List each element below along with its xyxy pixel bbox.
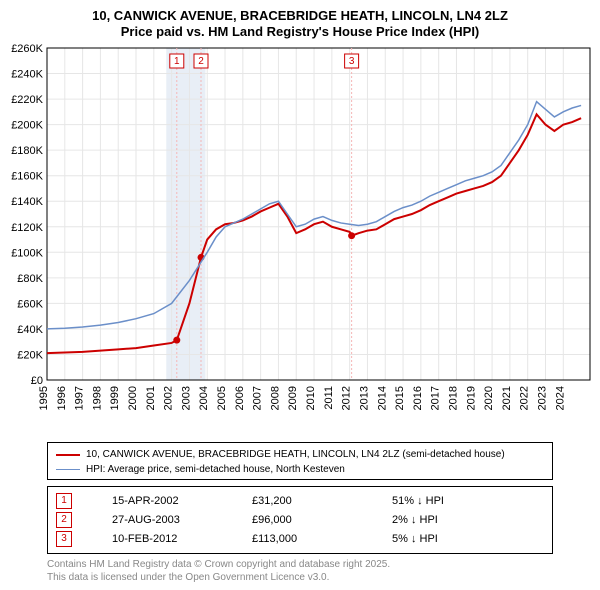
x-tick-label: 2009 — [287, 386, 299, 410]
marker-row-pct: 51% ↓ HPI — [392, 495, 532, 507]
y-tick-label: £220K — [11, 94, 43, 106]
y-tick-label: £60K — [17, 298, 43, 310]
y-tick-label: £260K — [11, 43, 43, 55]
y-tick-label: £160K — [11, 171, 43, 183]
y-tick-label: £120K — [11, 222, 43, 234]
legend-label: HPI: Average price, semi-detached house,… — [86, 464, 345, 475]
y-tick-label: £200K — [11, 120, 43, 132]
x-tick-label: 2020 — [483, 386, 495, 410]
x-tick-label: 2011 — [323, 386, 335, 410]
marker-row-number: 3 — [56, 531, 72, 547]
marker-row-number: 1 — [56, 493, 72, 509]
x-tick-label: 2001 — [145, 386, 157, 410]
marker-row-date: 15-APR-2002 — [112, 495, 252, 507]
marker-row-price: £113,000 — [252, 533, 392, 545]
y-tick-label: £20K — [17, 349, 43, 361]
marker-row-date: 10-FEB-2012 — [112, 533, 252, 545]
x-tick-label: 1996 — [56, 386, 68, 410]
y-tick-label: £180K — [11, 145, 43, 157]
x-tick-label: 2014 — [376, 386, 388, 410]
legend-label: 10, CANWICK AVENUE, BRACEBRIDGE HEATH, L… — [86, 449, 505, 460]
x-tick-label: 2004 — [198, 386, 210, 410]
footer-line1: Contains HM Land Registry data © Crown c… — [47, 558, 390, 571]
price-chart: £0 £20K £40K £60K £80K £100K £120K £140K £160K £1… — [0, 40, 600, 430]
x-tick-label: 2002 — [163, 386, 175, 410]
sale-marker-number: 3 — [349, 56, 355, 67]
chart-title-line1: 10, CANWICK AVENUE, BRACEBRIDGE HEATH, L… — [0, 8, 600, 23]
x-tick-label: 2024 — [554, 386, 566, 410]
x-tick-label: 2017 — [430, 386, 442, 410]
y-tick-label: £80K — [17, 273, 43, 285]
x-tick-label: 2007 — [252, 386, 264, 410]
x-tick-label: 2008 — [269, 386, 281, 410]
x-tick-label: 1997 — [74, 386, 86, 410]
y-tick-label: £40K — [17, 324, 43, 336]
sale-markers-table: 1 15-APR-2002£31,20051% ↓ HPI 2 27-AUG-2003… — [47, 486, 553, 554]
x-tick-label: 2012 — [341, 386, 353, 410]
marker-row: 1 15-APR-2002£31,20051% ↓ HPI — [56, 491, 544, 510]
marker-row-date: 27-AUG-2003 — [112, 514, 252, 526]
x-tick-label: 1995 — [38, 386, 50, 410]
x-tick-label: 2005 — [216, 386, 228, 410]
x-tick-label: 2022 — [519, 386, 531, 410]
marker-row-number: 2 — [56, 512, 72, 528]
x-tick-label: 2015 — [394, 386, 406, 410]
x-tick-label: 2003 — [180, 386, 192, 410]
legend-box: 10, CANWICK AVENUE, BRACEBRIDGE HEATH, L… — [47, 442, 553, 480]
legend-swatch — [56, 469, 80, 471]
y-tick-label: £140K — [11, 196, 43, 208]
footer-attribution: Contains HM Land Registry data © Crown c… — [47, 558, 390, 584]
legend-row: 10, CANWICK AVENUE, BRACEBRIDGE HEATH, L… — [56, 447, 544, 462]
sale-marker-number: 1 — [174, 56, 180, 67]
y-tick-label: £100K — [11, 247, 43, 259]
footer-line2: This data is licensed under the Open Gov… — [47, 571, 390, 584]
x-tick-label: 2021 — [501, 386, 513, 410]
x-tick-label: 2023 — [536, 386, 548, 410]
x-tick-label: 2013 — [358, 386, 370, 410]
sale-marker-number: 2 — [198, 56, 204, 67]
legend-row: HPI: Average price, semi-detached house,… — [56, 462, 544, 477]
x-tick-label: 2019 — [465, 386, 477, 410]
x-tick-label: 1999 — [109, 386, 121, 410]
marker-row: 3 10-FEB-2012£113,0005% ↓ HPI — [56, 529, 544, 548]
marker-row-price: £31,200 — [252, 495, 392, 507]
x-tick-label: 2010 — [305, 386, 317, 410]
x-tick-label: 1998 — [91, 386, 103, 410]
marker-row-pct: 5% ↓ HPI — [392, 533, 532, 545]
marker-row-pct: 2% ↓ HPI — [392, 514, 532, 526]
x-tick-label: 2000 — [127, 386, 139, 410]
marker-row-price: £96,000 — [252, 514, 392, 526]
chart-title-line2: Price paid vs. HM Land Registry's House … — [0, 24, 600, 39]
y-tick-label: £240K — [11, 69, 43, 81]
x-tick-label: 2006 — [234, 386, 246, 410]
x-tick-label: 2016 — [412, 386, 424, 410]
x-tick-label: 2018 — [447, 386, 459, 410]
legend-swatch — [56, 454, 80, 456]
marker-row: 2 27-AUG-2003£96,0002% ↓ HPI — [56, 510, 544, 529]
y-tick-label: £0 — [31, 375, 43, 387]
